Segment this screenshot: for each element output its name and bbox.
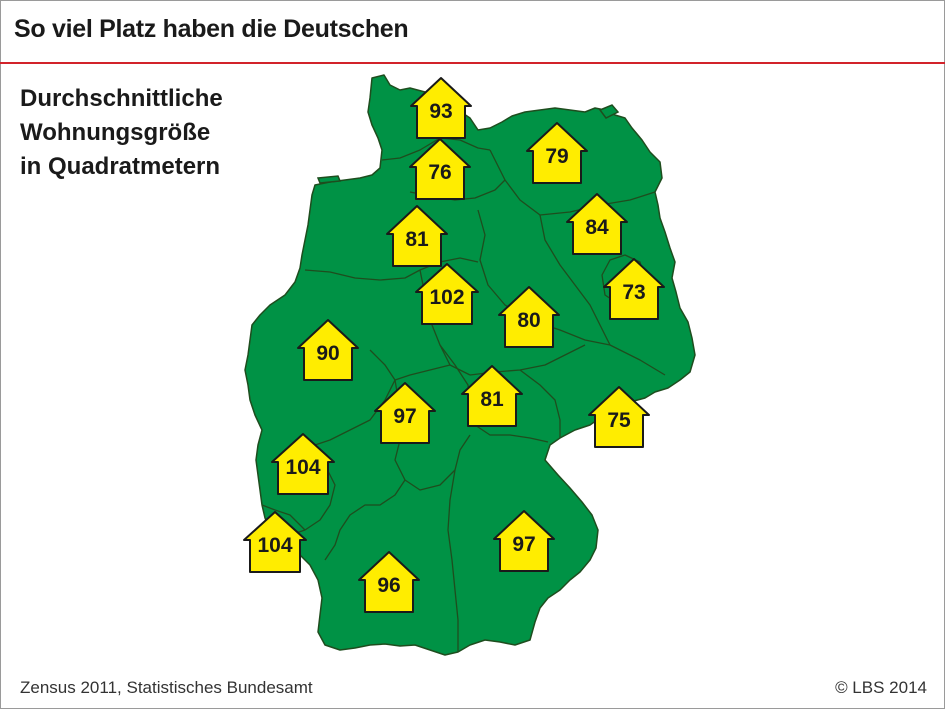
house-value: 73 (622, 281, 645, 304)
house-sachsen: 75 (588, 386, 650, 448)
house-value: 97 (512, 533, 535, 556)
house-value: 90 (316, 342, 339, 365)
house-value: 84 (585, 216, 609, 239)
house-mecklenburg-vorpommern: 79 (526, 122, 588, 184)
copyright-note: © LBS 2014 (835, 678, 927, 697)
house-value: 75 (607, 409, 631, 432)
house-nordrhein-westfalen: 90 (297, 319, 359, 381)
header: So viel Platz haben die Deutschen (0, 0, 945, 64)
house-value: 76 (428, 161, 451, 184)
house-value: 79 (545, 145, 568, 168)
house-region-80: 80 (498, 286, 560, 348)
house-value: 81 (405, 228, 429, 251)
map-subtitle: Durchschnittliche Wohnungsgröße in Quadr… (20, 82, 223, 184)
subtitle-line-1: Durchschnittliche (20, 85, 223, 112)
house-saarland: 104 (243, 511, 307, 573)
island-north (316, 175, 342, 184)
house-value: 93 (429, 100, 452, 123)
subtitle-line-2: Wohnungsgröße (20, 119, 211, 146)
house-niedersachsen: 81 (386, 205, 448, 267)
source-note: Zensus 2011, Statistisches Bundesamt (20, 678, 313, 697)
house-sachsen-anhalt: 102 (415, 263, 479, 325)
subtitle-line-3: in Quadratmetern (20, 153, 221, 180)
house-value: 97 (393, 405, 416, 428)
house-value: 96 (377, 574, 400, 597)
house-value: 81 (480, 388, 504, 411)
house-baden-wuerttemberg: 96 (358, 551, 420, 613)
house-rheinland-pfalz: 104 (271, 433, 335, 495)
house-value: 102 (429, 286, 464, 309)
house-bayern: 97 (493, 510, 555, 572)
house-value: 104 (257, 534, 292, 557)
house-schleswig-holstein: 93 (410, 77, 472, 139)
house-brandenburg: 84 (566, 193, 628, 255)
island-north-2 (598, 104, 620, 119)
house-value: 80 (517, 309, 540, 332)
house-thueringen: 81 (461, 365, 523, 427)
page-title: So viel Platz haben die Deutschen (14, 15, 409, 43)
house-hamburg: 76 (409, 138, 471, 200)
house-berlin: 73 (603, 258, 665, 320)
house-hessen: 97 (374, 382, 436, 444)
house-value: 104 (285, 456, 320, 479)
